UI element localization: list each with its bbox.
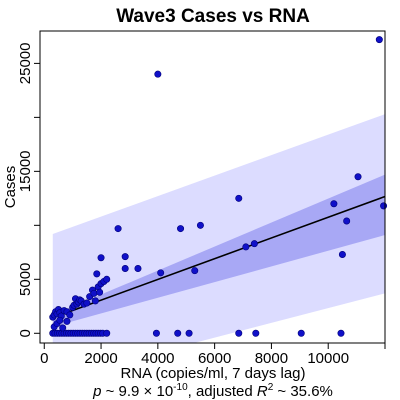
y-tick-label: 15000 (17, 150, 34, 192)
confidence-bands (52, 114, 385, 343)
confidence-band (52, 174, 385, 327)
data-point (97, 254, 105, 262)
r2-exponent: 2 (268, 382, 274, 393)
r2-value: ~ 35.6% (273, 383, 333, 400)
data-point (59, 324, 67, 332)
y-axis-label: Cases (2, 166, 19, 209)
data-points (49, 36, 388, 337)
data-point (250, 240, 258, 248)
data-point (343, 217, 351, 225)
x-tick-label: 8000 (255, 350, 288, 367)
y-axis: 0 5000 15000 25000 (17, 43, 40, 337)
x-tick-label: 10000 (307, 350, 349, 367)
regression-line (52, 195, 385, 319)
chart-title: Wave3 Cases vs RNA (116, 6, 310, 27)
data-point (154, 70, 162, 78)
data-point (330, 200, 338, 208)
x-axis-label: RNA (copies/ml, 7 days lag) (120, 365, 305, 382)
x-tick-label: 2000 (84, 350, 117, 367)
data-point (157, 269, 165, 277)
p-value: ~ 9.9 × 10 (101, 383, 173, 400)
x-axis: 0 2000 4000 6000 8000 10000 (40, 343, 386, 367)
data-point (121, 265, 129, 273)
plot-frame (39, 30, 386, 344)
adjusted-label: , adjusted (188, 383, 257, 400)
regression-stats: p ~ 9.9 × 10-10, adjusted R2 ~ 35.6% (92, 382, 333, 400)
data-point (235, 329, 243, 337)
p-symbol: p (92, 383, 101, 400)
data-point (56, 316, 64, 324)
regression-line-group (52, 195, 385, 319)
data-point (174, 329, 182, 337)
data-point (242, 243, 250, 251)
data-point (83, 299, 91, 307)
data-point (91, 297, 99, 305)
data-point (121, 253, 129, 261)
x-tick-label: 0 (40, 350, 48, 367)
data-point (252, 329, 260, 337)
p-exponent: -10 (173, 382, 188, 393)
data-point (337, 329, 345, 337)
data-point (63, 317, 71, 325)
data-point (66, 311, 74, 319)
data-point (196, 221, 204, 229)
data-point (103, 275, 111, 283)
data-point (96, 288, 104, 296)
x-tick-label: 4000 (141, 350, 174, 367)
data-point (235, 194, 243, 202)
data-point (338, 250, 346, 258)
r2-symbol: R (257, 383, 268, 400)
data-point (191, 267, 199, 275)
y-tick-label: 25000 (17, 43, 34, 85)
x-tick-label: 6000 (198, 350, 231, 367)
data-point (354, 173, 362, 181)
data-point (93, 270, 101, 278)
data-point (177, 225, 185, 233)
data-point (152, 329, 160, 337)
data-point (297, 329, 305, 337)
data-point (185, 329, 193, 337)
y-tick-label: 0 (17, 329, 34, 337)
data-point (114, 225, 122, 233)
data-point (134, 265, 142, 273)
data-point (103, 329, 111, 337)
data-point (375, 36, 383, 44)
y-tick-label: 5000 (17, 263, 34, 296)
data-point (380, 202, 388, 210)
data-point (90, 289, 98, 297)
